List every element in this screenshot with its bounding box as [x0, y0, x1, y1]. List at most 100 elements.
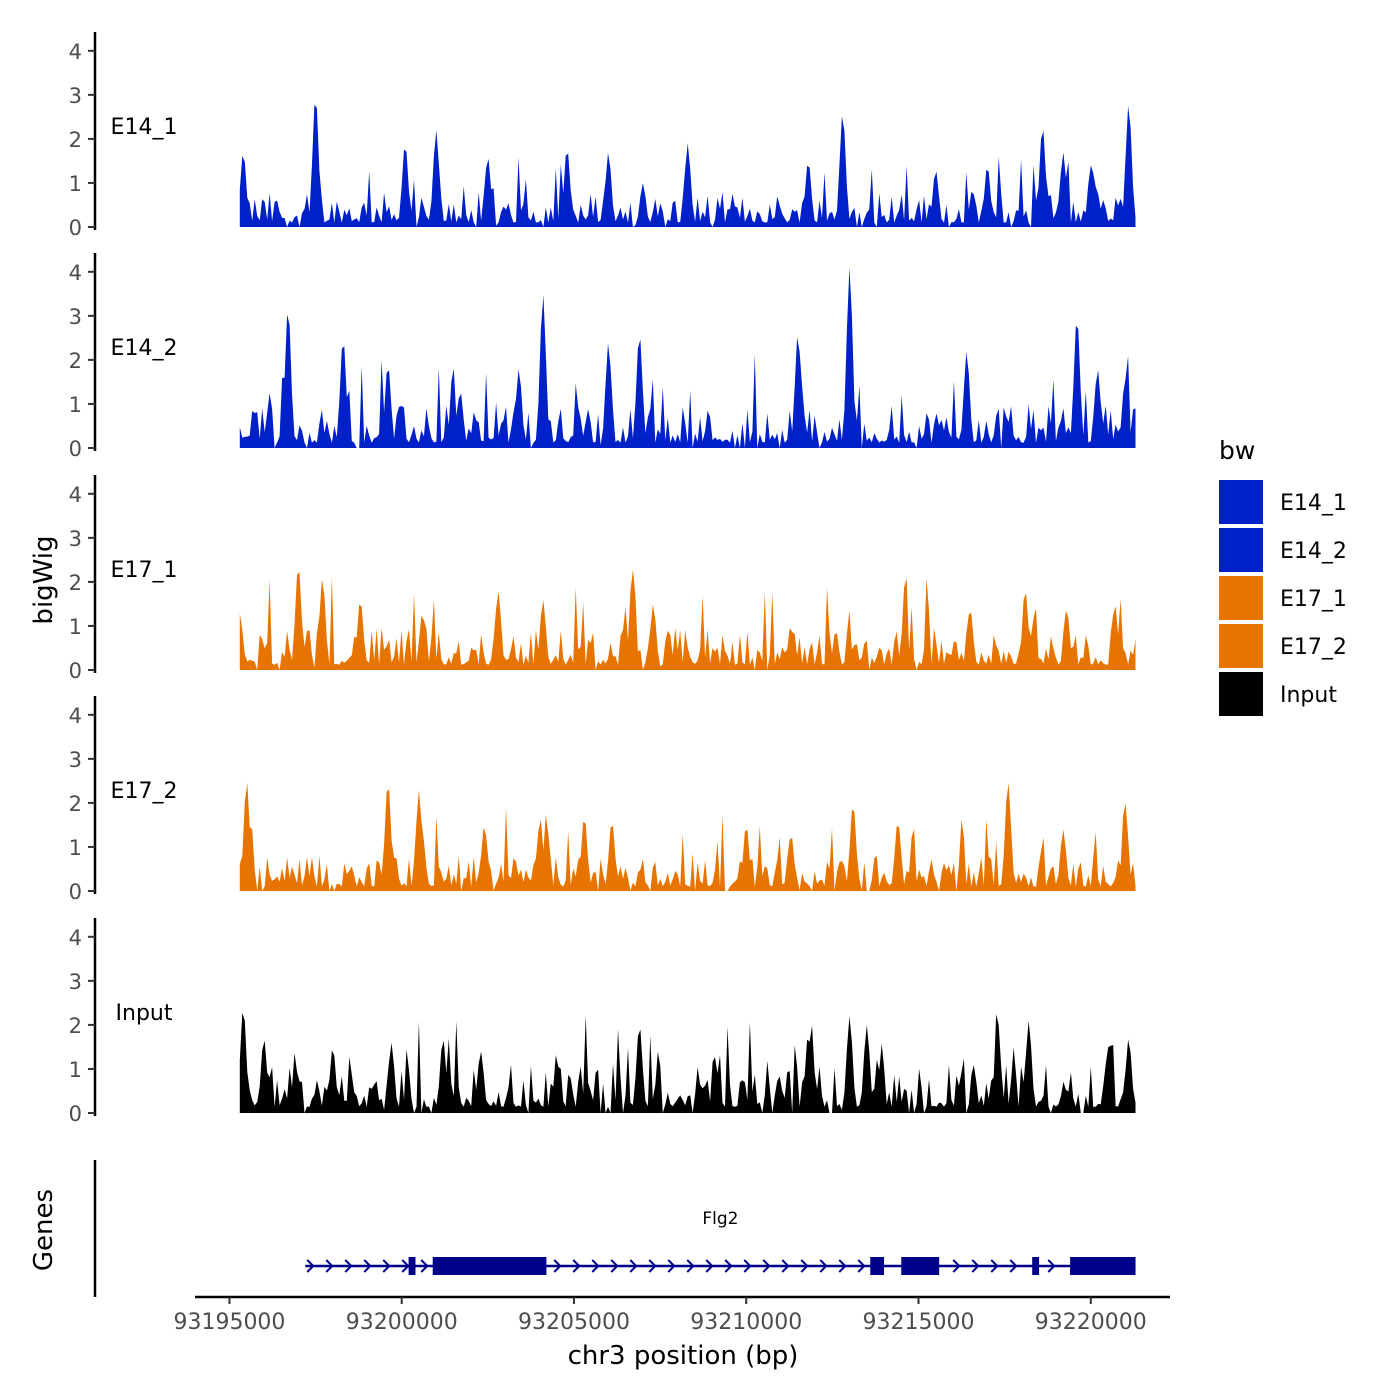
legend-label-E17_2: E17_2	[1280, 635, 1347, 660]
strand-arrow	[401, 1259, 410, 1273]
track-label-E14_2: E14_2	[111, 336, 178, 361]
strand-arrow	[344, 1259, 353, 1273]
strand-arrow	[762, 1259, 771, 1273]
track-label-E14_1: E14_1	[111, 115, 178, 140]
strand-arrow	[325, 1259, 334, 1273]
legend-label-E14_2: E14_2	[1280, 539, 1347, 564]
coverage-area-Input	[239, 1012, 1136, 1113]
genes-track: Flg2	[93, 1160, 1136, 1297]
strand-arrow	[819, 1259, 828, 1273]
legend-label-Input: Input	[1280, 683, 1337, 708]
gene-Flg2: Flg2	[305, 1209, 1136, 1275]
strand-arrow	[382, 1259, 391, 1273]
legend-swatch-Input	[1219, 672, 1263, 716]
track-Input: 0 1 2 3 4 Input	[69, 918, 1136, 1126]
genes-track-label: Genes	[29, 1189, 59, 1271]
legend-swatch-E17_2	[1219, 624, 1263, 668]
y-tick-label: 2	[69, 1014, 82, 1038]
y-tick-label: 4	[69, 704, 82, 728]
track-E14_1: 0 1 2 3 4 E14_1	[69, 32, 1136, 240]
track-label-E17_2: E17_2	[111, 779, 178, 804]
gene-exon	[901, 1257, 940, 1275]
y-tick-label: 4	[69, 40, 82, 64]
strand-arrow	[648, 1259, 657, 1273]
coverage-area-E14_2	[239, 267, 1136, 448]
x-tick-label: 93220000	[1035, 1310, 1147, 1335]
legend-swatch-E14_2	[1219, 528, 1263, 572]
y-tick-label: 3	[69, 527, 82, 551]
track-E17_2: 0 1 2 3 4 E17_2	[69, 696, 1136, 904]
y-tick-label: 2	[69, 128, 82, 152]
legend-label-E14_1: E14_1	[1280, 491, 1347, 516]
legend-swatch-E14_1	[1219, 480, 1263, 524]
y-tick-label: 1	[69, 1058, 82, 1082]
strand-arrow	[686, 1259, 695, 1273]
legend-label-E17_1: E17_1	[1280, 587, 1347, 612]
legend-title: bw	[1219, 436, 1255, 465]
strand-arrow	[553, 1259, 562, 1273]
y-tick-label: 2	[69, 349, 82, 373]
strand-arrow	[800, 1259, 809, 1273]
strand-arrow	[667, 1259, 676, 1273]
strand-arrow	[971, 1259, 980, 1273]
strand-arrow	[1047, 1259, 1056, 1273]
track-E17_1: 0 1 2 3 4 E17_1	[69, 475, 1136, 683]
y-axis-title: bigWig	[29, 535, 59, 624]
strand-arrow	[420, 1259, 429, 1273]
y-tick-label: 0	[69, 1102, 82, 1126]
track-label-Input: Input	[116, 1001, 173, 1026]
y-tick-label: 1	[69, 615, 82, 639]
x-tick-label: 93205000	[518, 1310, 630, 1335]
y-tick-label: 1	[69, 172, 82, 196]
strand-arrow	[610, 1259, 619, 1273]
coverage-tracks: 0 1 2 3 4 E14_1 0 1 2 3 4 E14_2 0 1 2 3 4 E17_1 0 1 2 3 4 E17_2…	[69, 32, 1136, 1126]
y-tick-label: 3	[69, 305, 82, 329]
legend: bw E14_1 E14_2 E17_1 E17_2 Input	[1219, 436, 1347, 716]
strand-arrow	[363, 1259, 372, 1273]
x-axis: 93195000 93200000 93205000 93210000 93215000…	[173, 1295, 1170, 1335]
strand-arrow	[857, 1259, 866, 1273]
strand-arrow	[705, 1259, 714, 1273]
y-tick-label: 4	[69, 926, 82, 950]
gene-name-label: Flg2	[702, 1209, 738, 1229]
strand-arrow	[990, 1259, 999, 1273]
gene-exon	[870, 1257, 885, 1275]
strand-arrow	[591, 1259, 600, 1273]
strand-arrow	[629, 1259, 638, 1273]
track-E14_2: 0 1 2 3 4 E14_2	[69, 253, 1136, 461]
coverage-area-E14_1	[239, 104, 1136, 227]
x-axis-title: chr3 position (bp)	[568, 1341, 799, 1371]
strand-arrow	[838, 1259, 847, 1273]
y-tick-label: 3	[69, 748, 82, 772]
x-tick-label: 93195000	[173, 1310, 285, 1335]
x-tick-label: 93210000	[690, 1310, 802, 1335]
y-tick-label: 3	[69, 970, 82, 994]
gene-exon	[1070, 1257, 1136, 1275]
y-tick-label: 0	[69, 659, 82, 683]
strand-arrow	[572, 1259, 581, 1273]
y-tick-label: 0	[69, 216, 82, 240]
coverage-area-E17_1	[239, 569, 1136, 670]
x-tick-label: 93200000	[346, 1310, 458, 1335]
y-tick-label: 4	[69, 483, 82, 507]
y-tick-label: 0	[69, 437, 82, 461]
y-tick-label: 2	[69, 792, 82, 816]
gene-exon	[1032, 1257, 1040, 1275]
strand-arrow	[724, 1259, 733, 1273]
y-tick-label: 1	[69, 836, 82, 860]
y-tick-label: 3	[69, 84, 82, 108]
y-tick-label: 4	[69, 261, 82, 285]
y-tick-label: 0	[69, 880, 82, 904]
y-tick-label: 2	[69, 571, 82, 595]
strand-arrow	[743, 1259, 752, 1273]
strand-arrow	[781, 1259, 790, 1273]
legend-swatch-E17_1	[1219, 576, 1263, 620]
strand-arrow	[952, 1259, 961, 1273]
x-tick-label: 93215000	[863, 1310, 975, 1335]
track-label-E17_1: E17_1	[111, 558, 178, 583]
gene-exon	[432, 1257, 547, 1275]
strand-arrow	[306, 1259, 315, 1273]
strand-arrow	[1009, 1259, 1018, 1273]
gene-exon	[408, 1257, 416, 1275]
